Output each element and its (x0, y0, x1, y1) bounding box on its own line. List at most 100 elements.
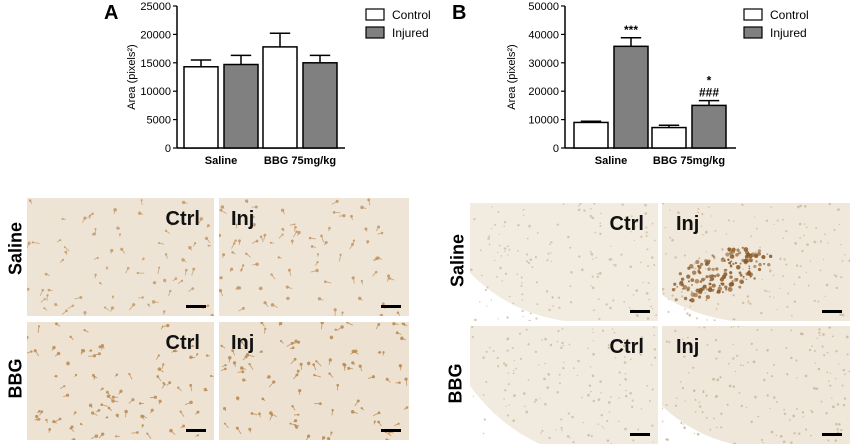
cell-body (405, 406, 409, 409)
cell-body (81, 349, 86, 353)
stain-dot (738, 271, 742, 275)
cell-body (295, 230, 298, 233)
cell-body (196, 353, 199, 356)
cell-dot (727, 362, 730, 365)
panel-letter-b: B (452, 2, 467, 24)
cell-dot (684, 308, 686, 311)
cell-dot (602, 427, 605, 429)
stain-dot (723, 268, 727, 272)
cell-dot (835, 286, 839, 290)
stain-dot (768, 254, 773, 259)
cell-body (222, 253, 226, 257)
cell-dot (504, 272, 508, 276)
cell-dot (790, 441, 793, 444)
cell-body (196, 434, 200, 437)
stain-dot (730, 260, 733, 263)
cell-dot (805, 226, 808, 229)
cell-body (41, 288, 45, 292)
cell-dot (819, 240, 823, 243)
cell-dot (738, 392, 741, 394)
cell-body (385, 377, 389, 381)
cell-dot (480, 274, 483, 277)
cell-dot (836, 428, 839, 431)
cell-dot (522, 392, 526, 395)
cell-body (181, 200, 186, 205)
cell-dot (496, 275, 498, 278)
cell-dot (763, 289, 767, 292)
cell-body (297, 413, 300, 416)
cell-dot (665, 253, 667, 255)
cell-dot (592, 331, 594, 334)
cell-body (70, 425, 74, 429)
cell-body (96, 256, 99, 260)
cell-dot (799, 237, 802, 240)
cell-body (113, 208, 117, 212)
cell-body (307, 361, 311, 366)
cell-body (38, 409, 41, 413)
cell-dot (747, 299, 750, 302)
cell-dot (506, 245, 509, 248)
cell-body (107, 406, 111, 410)
cell-body (263, 301, 267, 305)
cell-body (188, 245, 192, 250)
cell-dot (497, 211, 500, 213)
y-tick-label: 15000 (140, 58, 171, 70)
cell-dot (578, 205, 580, 207)
cell-body (267, 375, 271, 379)
cell-dot (486, 305, 488, 307)
cell-dot (737, 326, 740, 328)
cell-dot (662, 287, 665, 291)
cell-body (147, 303, 150, 306)
cell-dot (807, 284, 810, 287)
cell-dot (674, 329, 677, 333)
cell-dot (534, 350, 538, 354)
bar-chart-b: 0 10000 20000 30000 40000 50000 Area (pixels²)… (506, 1, 809, 167)
cell-dot (631, 399, 634, 402)
cell-dot (834, 439, 838, 442)
cell-body (334, 328, 337, 331)
cell-dot (507, 254, 509, 256)
cell-dot (694, 410, 697, 413)
cell-body (297, 230, 301, 235)
cell-dot (646, 248, 649, 251)
stain-dot (748, 265, 751, 268)
cell-dot (516, 249, 519, 252)
cell-dot (708, 264, 710, 267)
cell-dot (645, 231, 648, 234)
stain-dot (693, 292, 698, 298)
cell-dot (662, 292, 665, 295)
cell-body (115, 435, 118, 438)
cell-dot (776, 308, 778, 311)
row-label-right-saline: Saline (447, 233, 468, 288)
legend-swatch-control (743, 8, 763, 21)
cell-body (259, 235, 263, 239)
y-tick-label: 0 (165, 143, 171, 155)
cell-body (270, 414, 274, 417)
cell-dot (684, 400, 686, 402)
cell-dot (842, 403, 846, 407)
cell-dot (504, 364, 507, 367)
bar-control (183, 66, 219, 149)
cell-body (158, 399, 162, 403)
cell-dot (742, 268, 744, 270)
cell-dot (655, 314, 658, 317)
cell-dot (597, 298, 600, 301)
cell-dot (590, 390, 592, 393)
cell-dot (517, 224, 520, 227)
cell-dot (498, 244, 501, 247)
stain-dot (732, 262, 735, 266)
cell-dot (548, 436, 551, 440)
cell-body (65, 309, 68, 312)
cell-dot (840, 243, 842, 246)
cell-body (278, 322, 283, 326)
cell-body (242, 378, 246, 382)
cell-dot (636, 221, 638, 223)
cell-body (382, 351, 385, 354)
cell-dot (794, 241, 798, 245)
cell-dot (704, 267, 707, 270)
cell-dot (798, 222, 802, 226)
cell-dot (742, 364, 744, 367)
cell-dot (706, 319, 708, 321)
stain-dot (728, 261, 732, 265)
x-tick-label: Saline (595, 155, 627, 167)
